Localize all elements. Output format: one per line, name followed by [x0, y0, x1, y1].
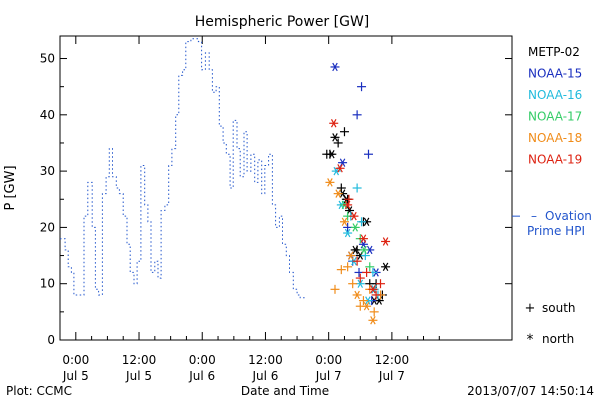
point-noaa-16-south — [357, 217, 367, 227]
point-noaa-15-south — [357, 82, 367, 92]
chart-title: Hemispheric Power [GW] — [195, 14, 370, 30]
legend-noaa-18: NOAA-18 — [528, 131, 582, 145]
point-noaa-16-north — [343, 228, 353, 238]
point-noaa-15-south — [363, 149, 373, 159]
point-noaa-18-north — [339, 217, 349, 226]
point-metp-02-north — [381, 262, 391, 272]
y-axis: 0 10 20 30 40 50 — [40, 52, 512, 347]
point-metp-02-south — [336, 183, 346, 193]
y-tick-label: 0 — [47, 333, 55, 347]
point-noaa-17-north — [359, 245, 369, 255]
point-noaa-18-south — [348, 279, 358, 289]
point-metp-02-south — [325, 149, 335, 159]
point-noaa-15-north — [330, 62, 340, 72]
legend-noaa-15: NOAA-15 — [528, 67, 582, 81]
x-tick-label-time: 0:00 — [62, 353, 89, 367]
x-axis-label: Date and Time — [241, 384, 329, 398]
point-noaa-18-north — [325, 178, 335, 187]
y-tick-label: 40 — [40, 108, 55, 122]
point-noaa-19-north — [381, 237, 391, 246]
footer-right: 2013/07/07 14:50:14 — [467, 384, 594, 398]
point-noaa-15-north — [338, 158, 348, 167]
x-tick-label-date: Jul 5 — [62, 369, 89, 383]
legend-noaa-17: NOAA-17 — [528, 110, 582, 124]
symbol-legend-south-marker: + — [525, 301, 536, 316]
point-noaa-17-north — [350, 223, 360, 232]
y-tick-label: 50 — [40, 52, 55, 66]
y-tick-label: 10 — [40, 277, 55, 291]
ovation-legend: – Ovation Prime HPI — [512, 209, 592, 238]
point-noaa-19-north — [335, 164, 345, 173]
legend-noaa-16: NOAA-16 — [528, 88, 582, 102]
point-noaa-19-north — [329, 119, 339, 128]
symbol-legend: + south * north — [525, 301, 576, 348]
point-noaa-18-south — [330, 284, 340, 294]
plot-frame — [59, 35, 513, 341]
point-noaa-18-north — [333, 189, 343, 198]
x-tick-label-date: Jul 6 — [251, 369, 278, 383]
ovation-label-line2: Prime HPI — [527, 224, 585, 238]
x-tick-label-time: 12:00 — [375, 353, 410, 367]
point-noaa-19-north — [368, 285, 378, 294]
footer-left: Plot: CCMC — [6, 384, 72, 398]
x-tick-label-time: 12:00 — [248, 353, 283, 367]
point-noaa-17-south — [365, 262, 375, 272]
x-tick-label-time: 12:00 — [122, 353, 157, 367]
point-noaa-18-south — [355, 301, 365, 311]
symbol-legend-north-marker: * — [527, 332, 534, 348]
x-tick-label-date: Jul 7 — [378, 369, 405, 383]
series-legend: METP-02 NOAA-15 NOAA-16 NOAA-17 NOAA-18 NOAA-… — [528, 45, 582, 167]
legend-metp-02: METP-02 — [528, 45, 580, 59]
point-noaa-18-south — [358, 296, 368, 306]
point-noaa-19-south — [362, 267, 372, 277]
point-metp-02-south — [339, 127, 349, 137]
point-noaa-19-south — [376, 279, 386, 289]
symbol-legend-south-label: south — [542, 301, 576, 315]
point-noaa-18-north — [346, 251, 356, 260]
x-axis: 0:00 Jul 5 12:00 Jul 5 0:00 Jul 6 12:00 Jul 6 0:… — [62, 36, 440, 383]
point-noaa-18-north — [352, 290, 362, 300]
y-tick-label: 30 — [40, 164, 55, 178]
point-noaa-16-south — [352, 183, 362, 193]
y-tick-label: 20 — [40, 220, 55, 234]
point-noaa-19-south — [355, 273, 365, 283]
legend-noaa-19: NOAA-19 — [528, 153, 582, 167]
point-noaa-16-north — [355, 279, 365, 288]
x-tick-label-time: 0:00 — [315, 353, 342, 367]
satellite-points — [322, 62, 391, 325]
point-noaa-19-south — [352, 256, 362, 266]
point-metp-02-north — [330, 133, 340, 142]
ovation-marker: – — [531, 209, 537, 223]
point-noaa-18-south — [336, 265, 346, 275]
point-noaa-19-south — [344, 194, 354, 204]
symbol-legend-north-label: north — [542, 332, 574, 346]
x-tick-label-date: Jul 5 — [125, 369, 152, 383]
x-tick-label-time: 0:00 — [189, 353, 216, 367]
point-noaa-19-north — [358, 234, 368, 243]
point-noaa-15-south — [354, 267, 364, 277]
ovation-prime-hpi-line — [60, 38, 305, 299]
point-noaa-18-north — [368, 316, 378, 325]
point-noaa-18-south — [343, 262, 353, 272]
point-metp-02-south — [333, 138, 343, 148]
point-noaa-15-south — [343, 222, 353, 232]
point-noaa-18-south — [369, 307, 379, 317]
x-tick-label-date: Jul 7 — [315, 369, 342, 383]
x-tick-label-date: Jul 6 — [188, 369, 215, 383]
point-noaa-19-south — [371, 290, 381, 300]
y-axis-label: P [GW] — [3, 165, 18, 210]
ovation-label: Ovation — [545, 209, 592, 223]
point-noaa-15-south — [352, 110, 362, 120]
point-noaa-19-north — [349, 211, 359, 221]
